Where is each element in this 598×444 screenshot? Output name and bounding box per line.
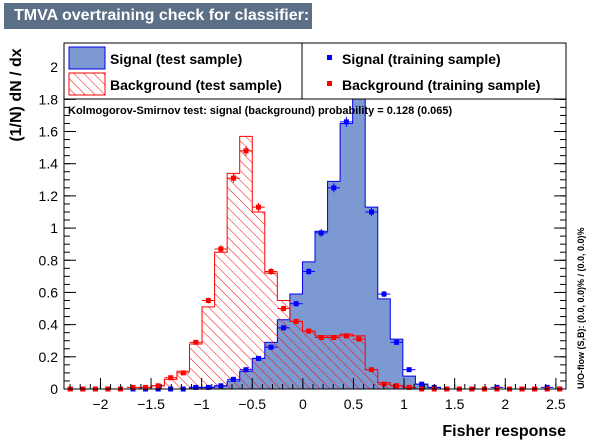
signal-train-point (264, 344, 278, 350)
signal-train-point (315, 228, 328, 237)
x-tick-label: 1.5 (445, 396, 465, 412)
signal-train-point (327, 183, 341, 193)
x-tick-label: 2.5 (546, 396, 566, 412)
y-tick-label: 0.8 (39, 252, 59, 268)
page-title: TMVA overtraining check for classifier: … (14, 7, 362, 24)
y-tick-label: 1 (50, 220, 58, 236)
signal-train-point (340, 116, 353, 128)
x-tick-label: −1 (194, 396, 210, 412)
background-train-point (315, 335, 328, 341)
background-train-point (202, 297, 215, 304)
legend: Signal (test sample) Background (test sa… (63, 42, 567, 100)
background-train-point (327, 335, 341, 341)
signal-train-point (289, 300, 303, 307)
legend-marker-bkg-train (327, 81, 332, 86)
background-train-point (189, 339, 203, 345)
signal-train-point (214, 383, 228, 389)
x-tick-label: 0 (299, 396, 307, 412)
background-train-point (340, 333, 353, 339)
legend-label-bkg-test: Background (test sample) (110, 77, 282, 93)
legend-label-sig-train: Signal (training sample) (342, 51, 501, 67)
legend-swatch-sig-test (68, 46, 106, 70)
signal-train-point (377, 290, 391, 298)
signal-train-point (302, 268, 315, 275)
legend-marker-sig-train (327, 55, 332, 60)
x-tick-label: 2 (501, 396, 509, 412)
y-tick-label: 0.2 (39, 349, 59, 365)
background-train-point (277, 305, 290, 312)
background-train-point (289, 318, 303, 325)
y-tick-label: 0.4 (39, 317, 59, 333)
signal-train-point (365, 207, 378, 217)
x-tick-label: −1.5 (137, 396, 165, 412)
background-train-point (227, 173, 240, 183)
signal-train-point (227, 376, 240, 382)
x-tick-label: 1 (400, 396, 408, 412)
background-train-point (239, 145, 253, 156)
background-train-point (365, 367, 378, 373)
background-train-point (390, 383, 403, 389)
ks-test-text: Kolmogorov-Smirnov test: signal (backgro… (68, 105, 452, 117)
x-axis-label: Fisher response (442, 423, 566, 440)
y-tick-label: 1.4 (39, 156, 59, 172)
legend-label-bkg-train: Background (training sample) (342, 77, 540, 93)
background-train-point (252, 202, 265, 212)
legend-label-sig-test: Signal (test sample) (110, 51, 242, 67)
signal-train-point (252, 355, 265, 361)
x-tick-label: 0.5 (344, 396, 364, 412)
y-tick-label: 0 (50, 381, 58, 397)
signal-train-point (415, 381, 428, 387)
title-box: TMVA overtraining check for classifier: … (4, 3, 362, 29)
signal-train-point (402, 367, 416, 373)
signal-train-point (277, 325, 290, 331)
y-tick-label: 1.6 (39, 124, 59, 140)
y-tick-label: 0.6 (39, 284, 59, 300)
x-tick-label: −0.5 (238, 396, 266, 412)
background-train-point (352, 336, 366, 342)
background-train-point (214, 245, 228, 253)
background-train-point (176, 370, 190, 376)
signal-train-point (390, 339, 403, 345)
background-train-point (164, 375, 177, 381)
y-tick-label: 1.8 (39, 91, 59, 107)
signal-train-point (239, 367, 253, 373)
y-tick-label: 2 (50, 59, 58, 75)
legend-swatch-bkg-test (68, 72, 106, 96)
background-train-point (151, 383, 165, 389)
y-tick-label: 1.2 (39, 188, 59, 204)
background-train-point (302, 328, 315, 334)
background-train-point (264, 268, 278, 275)
x-tick-label: −2 (92, 396, 108, 412)
y-axis-label: (1/N) dN / dx (8, 48, 25, 141)
overflow-text: U/O-flow (S,B): (0.0, 0.0)% / (0.0, 0.0)… (576, 227, 586, 389)
